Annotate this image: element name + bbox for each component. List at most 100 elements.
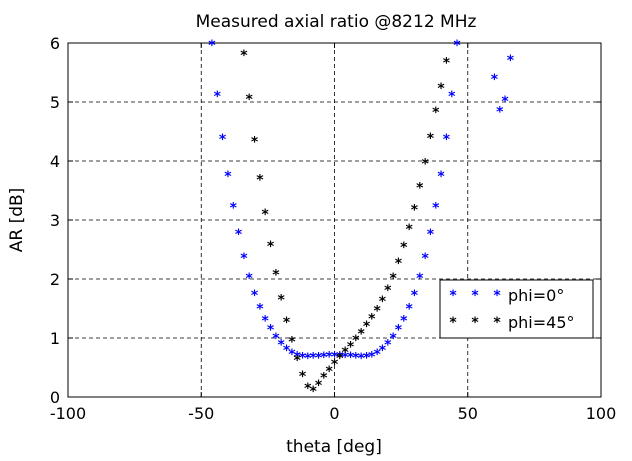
- plot-area: ****************************************…: [67, 38, 602, 400]
- y-axis-label: AR [dB]: [7, 188, 27, 253]
- data-point: *: [267, 239, 275, 255]
- data-point: *: [278, 293, 286, 309]
- legend-marker: *: [471, 315, 479, 331]
- x-tick-labels: -100 -50 0 50 100: [50, 404, 616, 423]
- data-point: *: [427, 131, 435, 147]
- data-point: *: [405, 302, 413, 318]
- y-tick-label: 5: [50, 93, 60, 112]
- legend-box: [439, 279, 594, 339]
- data-point: *: [405, 222, 413, 238]
- y-tick-labels: 0 1 2 3 4 5 6: [50, 34, 60, 407]
- data-point: *: [395, 323, 403, 339]
- legend-marker: *: [471, 288, 479, 304]
- data-point: *: [294, 353, 302, 369]
- data-point: *: [379, 343, 387, 359]
- data-point: *: [256, 172, 264, 188]
- legend-marker: *: [493, 315, 501, 331]
- data-point: *: [501, 94, 509, 110]
- legend: * * * phi=0° * * * phi=45°: [439, 279, 594, 339]
- series-0: ****************************************…: [208, 38, 514, 367]
- data-point: *: [251, 288, 259, 304]
- data-point: *: [341, 350, 349, 366]
- data-point: *: [336, 349, 344, 365]
- data-point: *: [336, 351, 344, 367]
- legend-marker: *: [449, 288, 457, 304]
- data-point: *: [235, 227, 243, 243]
- data-point: *: [288, 335, 296, 351]
- legend-marker: *: [493, 288, 501, 304]
- data-point: *: [299, 350, 307, 366]
- data-point: *: [363, 319, 371, 335]
- data-point: *: [251, 135, 259, 151]
- data-point: *: [320, 350, 328, 366]
- legend-entries: * * * phi=0° * * * phi=45°: [449, 286, 574, 332]
- data-point: *: [208, 38, 216, 54]
- data-point: *: [310, 384, 318, 400]
- chart-title: Measured axial ratio @8212 MHz: [196, 12, 477, 32]
- x-axis-label: theta [deg]: [286, 437, 382, 457]
- data-point: *: [326, 349, 334, 365]
- data-point: *: [294, 349, 302, 365]
- data-point: *: [411, 288, 419, 304]
- data-point: *: [416, 181, 424, 197]
- data-point: *: [352, 333, 360, 349]
- data-point: *: [262, 207, 270, 223]
- data-point: *: [326, 364, 334, 380]
- data-point: *: [357, 326, 365, 342]
- data-point: *: [304, 381, 312, 397]
- data-point: *: [389, 331, 397, 347]
- data-point: *: [437, 169, 445, 185]
- data-point: *: [331, 349, 339, 365]
- data-point: *: [283, 315, 291, 331]
- data-point: *: [304, 351, 312, 367]
- data-point: *: [240, 251, 248, 267]
- data-point: *: [389, 271, 397, 287]
- data-point: *: [491, 72, 499, 88]
- data-point: *: [368, 312, 376, 328]
- data-point: *: [262, 313, 270, 329]
- data-point: *: [496, 104, 504, 120]
- data-point: *: [363, 350, 371, 366]
- data-point: *: [368, 349, 376, 365]
- legend-marker: *: [449, 315, 457, 331]
- data-point: *: [421, 156, 429, 172]
- data-point: *: [341, 345, 349, 361]
- data-point: *: [246, 271, 254, 287]
- y-tick-label: 6: [50, 34, 60, 53]
- y-tick-label: 0: [50, 388, 60, 407]
- data-point: *: [224, 169, 232, 185]
- data-point: *: [288, 347, 296, 363]
- data-point: *: [267, 323, 275, 339]
- data-point: *: [400, 313, 408, 329]
- data-point: *: [379, 294, 387, 310]
- data-point: *: [278, 337, 286, 353]
- data-point: *: [507, 53, 515, 69]
- data-point: *: [373, 303, 381, 319]
- data-point: *: [427, 227, 435, 243]
- data-point: *: [240, 48, 248, 64]
- y-tick-label: 3: [50, 211, 60, 230]
- data-point: *: [310, 350, 318, 366]
- series-1: ***************************************: [240, 48, 451, 400]
- data-point: *: [347, 339, 355, 355]
- y-tick-label: 1: [50, 329, 60, 348]
- data-point: *: [443, 55, 451, 71]
- axis-ticks: [67, 42, 602, 398]
- legend-label: phi=0°: [508, 286, 564, 305]
- data-point: *: [453, 38, 461, 54]
- data-point: *: [256, 302, 264, 318]
- data-point: *: [347, 350, 355, 366]
- data-point: *: [315, 378, 323, 394]
- x-tick-label: -50: [188, 404, 214, 423]
- data-point: *: [384, 337, 392, 353]
- grid-lines: [68, 43, 601, 397]
- data-point: *: [400, 240, 408, 256]
- data-point: *: [357, 351, 365, 367]
- legend-label: phi=45°: [508, 313, 575, 332]
- data-point: *: [443, 132, 451, 148]
- data-series: ****************************************…: [208, 38, 514, 400]
- x-tick-label: -100: [50, 404, 86, 423]
- data-point: *: [272, 267, 280, 283]
- x-tick-label: 50: [458, 404, 478, 423]
